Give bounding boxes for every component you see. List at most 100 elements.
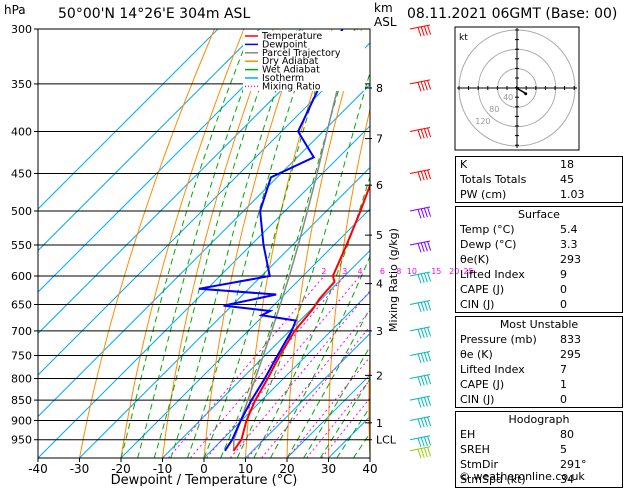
wind-barb <box>410 80 431 91</box>
wind-barb-feather <box>418 130 421 139</box>
wind-barb-staff <box>410 80 430 84</box>
surface-box: Surface Temp (°C)5.4 Dewp (°C)3.3 θe(K)2… <box>455 206 623 313</box>
surface-row: θe(K)293 <box>456 252 622 267</box>
isotherm-line <box>0 29 426 458</box>
wind-barb-feather <box>424 242 427 251</box>
wind-barb-feather <box>418 438 421 447</box>
height-tick-label: 6 <box>376 179 383 192</box>
wind-barb <box>410 301 431 312</box>
wind-barb-feather <box>424 353 427 362</box>
pressure-tick-label: 600 <box>11 270 32 283</box>
hodograph-params-title: Hodograph <box>456 412 622 427</box>
pressure-tick-label: 300 <box>11 23 32 36</box>
mixing-ratio-label: 3 <box>342 267 347 276</box>
valid-datetime: 08.11.2021 06GMT (Base: 00) <box>407 6 617 22</box>
wind-barb-staff <box>410 128 430 132</box>
mixing-ratio-label: 4 <box>357 267 362 276</box>
wind-barb-feather <box>428 328 431 337</box>
hodograph-storm-marker <box>524 92 527 95</box>
wind-barb-feather <box>428 447 431 456</box>
wind-barb <box>410 241 431 252</box>
wind-barb-staff <box>410 301 430 305</box>
wind-barb-feather <box>424 328 427 337</box>
x-axis-title: Dewpoint / Temperature (°C) <box>111 473 298 486</box>
wind-barb-feather <box>421 438 424 447</box>
surface-row: Dewp (°C)3.3 <box>456 237 622 252</box>
mixing-ratio-line <box>307 276 455 458</box>
dry-adiabat-line <box>163 29 274 458</box>
wind-barb-feather <box>428 375 431 384</box>
hodograph-ring-label: 80 <box>489 105 499 114</box>
wind-barb-feather <box>424 418 427 427</box>
wind-barb-staff <box>410 241 430 245</box>
temperature-tick-label: -40 <box>28 462 48 476</box>
wind-barb-feather <box>421 302 424 311</box>
wind-barb-feather <box>418 329 421 338</box>
wind-barb-staff <box>410 447 430 451</box>
surface-row: CIN (J)0 <box>456 297 622 312</box>
wind-barb-staff <box>410 169 430 173</box>
wind-barb <box>410 351 431 362</box>
wind-barb-feather <box>428 417 431 426</box>
wind-barb-feather <box>418 398 421 407</box>
wind-barb-staff <box>410 207 430 211</box>
pressure-tick-label: 400 <box>11 126 32 139</box>
wind-barb <box>410 436 431 447</box>
wind-barb-feather <box>418 354 421 363</box>
most-unstable-row: θe (K)295 <box>456 347 622 362</box>
wet-adiabat-line <box>187 29 315 458</box>
wind-barb-feather <box>418 377 421 386</box>
wind-barb-feather <box>418 274 421 283</box>
isotherm-line <box>38 29 467 458</box>
height-tick-label: 5 <box>376 229 383 242</box>
wind-barb-feather <box>421 243 424 252</box>
hodograph-ring-label: 120 <box>475 117 490 126</box>
height-tick-label: 1 <box>376 417 383 430</box>
wind-barb-feather <box>418 449 421 458</box>
wind-barb-feather <box>428 208 431 217</box>
index-row: PW (cm)1.03 <box>456 187 622 202</box>
wind-barb <box>410 374 431 385</box>
pressure-tick-label: 550 <box>11 239 32 252</box>
copyright-notice: © weatheronline.co.uk <box>459 470 585 483</box>
mixing-ratio-label: 2 <box>321 267 326 276</box>
dry-adiabat-line <box>121 29 244 458</box>
wind-barb-staff <box>410 351 430 355</box>
wind-barb-feather <box>424 448 427 457</box>
wind-barb-feather <box>424 437 427 446</box>
dry-adiabat-line <box>80 29 215 458</box>
wind-barb-feather <box>424 397 427 406</box>
pressure-tick-label: 850 <box>11 394 32 407</box>
hpa-axis-label: hPa <box>4 3 26 17</box>
wind-barb <box>410 416 431 427</box>
mixing-ratio-label: 6 <box>380 267 385 276</box>
legend-label: Mixing Ratio <box>262 81 321 92</box>
temperature-tick-label: -30 <box>70 462 90 476</box>
most-unstable-row: CIN (J)0 <box>456 392 622 407</box>
wind-barb-feather <box>424 376 427 385</box>
wind-barb-feather <box>418 82 421 91</box>
mixing-ratio-line <box>168 276 324 458</box>
height-tick-label: 7 <box>376 133 383 146</box>
wind-barb-feather <box>421 274 424 283</box>
pressure-tick-label: 350 <box>11 78 32 91</box>
wind-barb-feather <box>421 209 424 218</box>
wind-barb <box>410 25 431 36</box>
isotherm-line <box>0 29 343 458</box>
wind-barb-feather <box>421 376 424 385</box>
wind-barb-staff <box>410 374 430 378</box>
mixing-ratio-label: 15 <box>431 267 441 276</box>
wind-barb <box>410 207 431 218</box>
wind-barb-feather <box>418 172 421 181</box>
wind-barb <box>410 396 431 407</box>
height-tick-label: LCL <box>376 434 397 447</box>
wind-barb-feather <box>428 26 431 35</box>
